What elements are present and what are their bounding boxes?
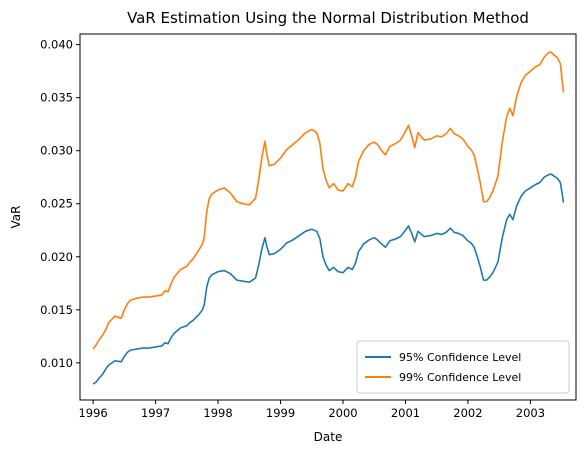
x-tick-label: 1997 <box>141 406 170 420</box>
y-tick-label: 0.030 <box>40 144 73 158</box>
chart-title: VaR Estimation Using the Normal Distribu… <box>127 9 529 27</box>
plot-frame <box>79 33 577 401</box>
x-tick-label: 1999 <box>266 406 295 420</box>
y-tick-label: 0.015 <box>40 303 73 317</box>
y-tick-label: 0.010 <box>40 356 73 370</box>
legend: 95% Confidence Level 99% Confidence Level <box>356 340 570 394</box>
y-tick-label: 0.025 <box>40 197 73 211</box>
y-tick-label: 0.020 <box>40 250 73 264</box>
x-tick-label: 2000 <box>328 406 357 420</box>
x-tick-label: 1996 <box>78 406 107 420</box>
x-tick-label: 1998 <box>203 406 232 420</box>
x-tick-label: 2002 <box>453 406 482 420</box>
series-line-2 <box>92 51 565 350</box>
x-axis-ticks: 1996 1997 1998 1999 2000 2001 2002 2003 <box>78 400 545 420</box>
x-tick-label: 2003 <box>516 406 545 420</box>
series-line-1 <box>92 173 565 385</box>
y-axis-label: VaR <box>9 206 23 229</box>
legend-box <box>356 340 570 394</box>
y-axis-ticks: 0.010 0.015 0.020 0.025 0.030 0.035 0.040 <box>40 38 80 370</box>
x-tick-label: 2001 <box>391 406 420 420</box>
x-axis-label: Date <box>314 430 343 444</box>
y-tick-label: 0.040 <box>40 38 73 52</box>
series-layer <box>92 51 565 385</box>
y-tick-label: 0.035 <box>40 91 73 105</box>
legend-label-2: 99% Confidence Level <box>399 371 521 384</box>
legend-label-1: 95% Confidence Level <box>399 351 521 364</box>
